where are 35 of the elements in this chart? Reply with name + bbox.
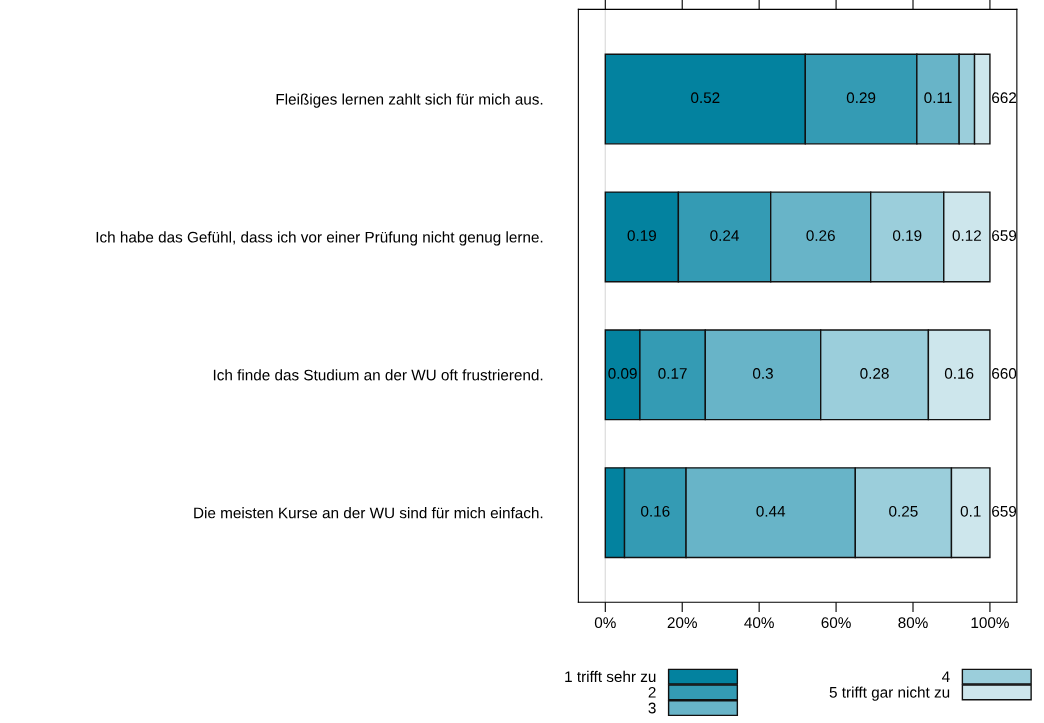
- x-tick-label: 0%: [594, 617, 616, 629]
- data-label: 0.11: [924, 92, 952, 104]
- data-label: 0.3: [752, 368, 773, 379]
- y-tick-label: Die meisten Kurse an der WU sind für mich einfach.: [194, 507, 543, 519]
- data-label: 0.09: [608, 368, 637, 379]
- data-label: 0.12: [952, 230, 981, 241]
- legend-label: 5 trifft gar nicht zu: [829, 686, 950, 701]
- legend-label: 1 trifft sehr zu: [565, 670, 656, 683]
- x-tick-label: 100%: [971, 617, 1009, 629]
- data-label: 0.16: [641, 505, 670, 517]
- data-label: 0.16: [944, 368, 974, 379]
- data-label: 0.25: [889, 505, 918, 517]
- data-label: 0.26: [806, 230, 835, 241]
- data-label: 0.28: [860, 368, 889, 379]
- legend-label: 3: [648, 702, 656, 714]
- annotation: 659: [992, 505, 1017, 517]
- data-label: 0.24: [710, 230, 739, 241]
- x-tick-label: 80%: [898, 617, 928, 629]
- data-label: 0.1: [960, 505, 981, 517]
- legend-label: 4: [942, 671, 950, 682]
- x-tick-label: 40%: [744, 617, 774, 629]
- x-tick-label: 20%: [667, 617, 697, 629]
- data-label: 0.17: [658, 368, 687, 379]
- data-label: 0.29: [846, 92, 876, 104]
- y-tick-label: Fleißiges lernen zahlt sich für mich aus.: [276, 93, 543, 108]
- data-label: 0.19: [627, 230, 656, 241]
- x-tick-label: 60%: [821, 617, 851, 629]
- legend-label: 2: [648, 686, 656, 698]
- data-label: 0.44: [756, 505, 786, 517]
- y-tick-label: Ich finde das Studium an der WU oft frustrierend.: [213, 369, 543, 381]
- annotation: 662: [992, 92, 1017, 104]
- data-label: 0.52: [691, 92, 720, 104]
- data-label: 0.19: [892, 230, 922, 241]
- y-tick-label: Ich habe das Gefühl, dass ich vor einer Prüfung nicht genug lerne.: [96, 231, 543, 246]
- annotation: 659: [992, 230, 1017, 241]
